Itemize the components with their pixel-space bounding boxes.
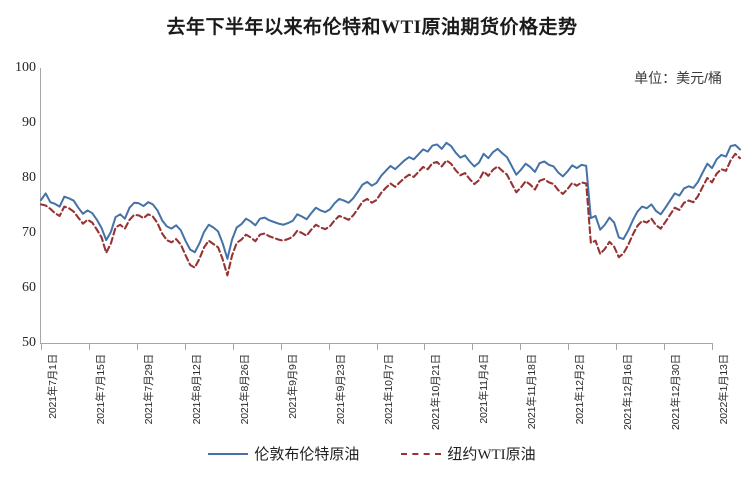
x-axis-tick-mark [184, 344, 186, 350]
x-axis-tick-label: 2021年7月15日 [94, 354, 107, 425]
chart-title: 去年下半年以来布伦特和WTI原油期货价格走势 [166, 17, 578, 38]
y-axis-tick-label: 100 [15, 60, 36, 75]
x-axis-tick-mark [328, 344, 330, 350]
x-axis-tick-mark [424, 344, 426, 350]
y-axis-tick-label: 90 [22, 115, 36, 130]
x-axis-tick-mark [616, 344, 618, 350]
legend-item[interactable]: 伦敦布伦特原油 [208, 443, 359, 464]
series-line [39, 152, 742, 277]
legend-item[interactable]: 纽约WTI原油 [401, 443, 536, 464]
x-axis-tick-label: 2021年7月1日 [47, 354, 59, 419]
x-axis-tick-label: 2021年12月2日 [574, 354, 587, 425]
series-line [40, 141, 741, 260]
x-axis-tick-mark [136, 344, 138, 350]
x-axis-tick-mark [376, 344, 378, 350]
legend-label: 伦敦布伦特原油 [254, 447, 360, 463]
y-axis-tick-label: 70 [22, 225, 36, 240]
legend-swatch [208, 452, 249, 455]
x-axis-tick-mark [232, 344, 234, 350]
legend-label: 纽约WTI原油 [447, 447, 536, 463]
y-axis-tick-label: 80 [22, 170, 36, 185]
x-axis-tick-label: 2021年10月21日 [430, 354, 443, 431]
x-axis-tick-mark [88, 344, 90, 350]
y-axis-line [40, 68, 41, 344]
x-axis-tick-mark [472, 344, 474, 350]
x-axis-tick-label: 2021年9月9日 [286, 354, 299, 419]
x-axis-line [40, 343, 713, 344]
y-axis-tick-label: 60 [22, 280, 36, 295]
x-axis-tick-mark [41, 344, 42, 350]
x-axis-tick-label: 2021年10月7日 [382, 354, 395, 425]
x-axis-tick-label: 2021年11月18日 [526, 354, 539, 430]
x-axis-tick-mark [280, 344, 282, 350]
x-axis-tick-label: 2022年1月13日 [718, 354, 730, 425]
y-axis-tick-label: 50 [22, 335, 36, 350]
x-axis-tick-label: 2021年9月23日 [334, 354, 347, 425]
x-axis-tick-label: 2021年8月26日 [238, 354, 251, 425]
x-axis-tick-mark [664, 344, 666, 350]
x-axis-tick-mark [712, 344, 713, 350]
x-axis-tick-label: 2021年12月30日 [670, 354, 683, 431]
x-axis-tick-mark [568, 344, 570, 350]
x-axis-tick-label: 2021年7月29日 [142, 354, 155, 425]
unit-note: 单位：美元/桶 [634, 70, 722, 86]
x-axis-tick-label: 2021年11月4日 [478, 354, 491, 424]
legend-swatch [401, 452, 442, 455]
x-axis-tick-label: 2021年12月16日 [622, 354, 635, 431]
x-axis-tick-label: 2021年8月12日 [190, 354, 203, 425]
x-axis-tick-mark [520, 344, 522, 350]
chart-legend: 伦敦布伦特原油 纽约WTI原油 [0, 443, 744, 464]
